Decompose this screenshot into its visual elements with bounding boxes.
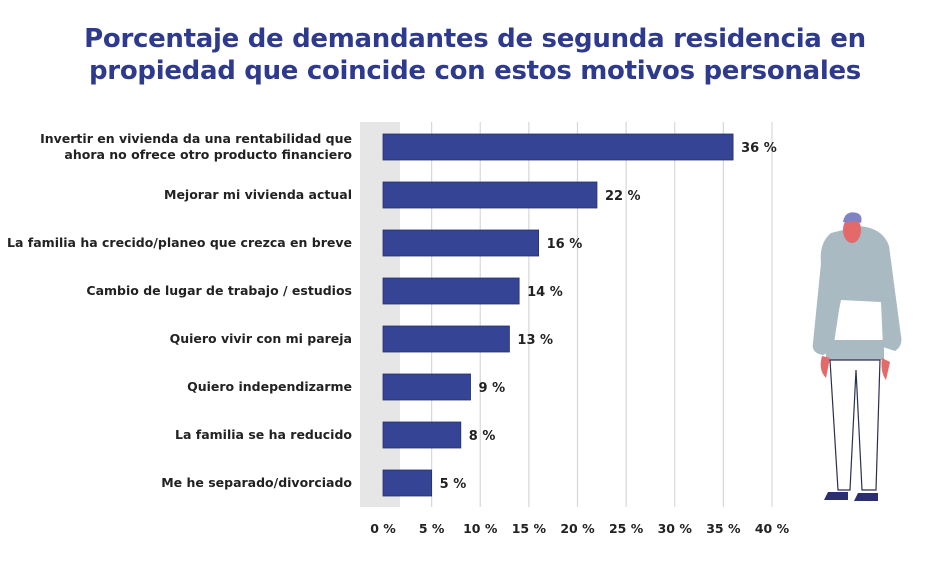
axis-band	[360, 122, 400, 507]
x-tick-label: 35 %	[706, 521, 741, 536]
bar	[382, 181, 598, 209]
category-label: Me he separado/divorciado	[161, 475, 352, 490]
category-label: Mejorar mi vivienda actual	[164, 187, 352, 202]
bar	[382, 469, 433, 497]
bar	[382, 421, 462, 449]
value-label: 9 %	[479, 381, 506, 396]
category-label: La familia ha crecido/planeo que crezca …	[7, 235, 352, 250]
category-label: Quiero vivir con mi pareja	[170, 331, 352, 346]
value-label: 13 %	[517, 333, 553, 348]
x-tick-label: 20 %	[560, 521, 595, 536]
x-tick-label: 30 %	[658, 521, 693, 536]
category-label: Invertir en vivienda da una rentabilidad…	[40, 131, 352, 146]
category-label: Cambio de lugar de trabajo / estudios	[86, 283, 352, 298]
value-label: 5 %	[440, 477, 467, 492]
chart-title-line-2: propiedad que coincide con estos motivos…	[89, 56, 861, 86]
x-tick-label: 25 %	[609, 521, 644, 536]
x-tick-label: 5 %	[419, 521, 445, 536]
category-label: La familia se ha reducido	[175, 427, 352, 442]
person-illustration	[812, 212, 902, 501]
bar	[382, 325, 510, 353]
bar	[382, 133, 734, 161]
x-tick-label: 15 %	[512, 521, 547, 536]
x-tick-label: 10 %	[463, 521, 498, 536]
category-label: Quiero independizarme	[187, 379, 352, 394]
chart-title-line-1: Porcentaje de demandantes de segunda res…	[84, 24, 866, 54]
bar	[382, 277, 520, 305]
category-label: ahora no ofrece otro producto financiero	[64, 147, 352, 162]
value-label: 22 %	[605, 189, 641, 204]
value-label: 14 %	[527, 285, 563, 300]
bar	[382, 229, 540, 257]
value-label: 36 %	[741, 141, 777, 156]
bar	[382, 373, 471, 401]
x-tick-label: 0 %	[370, 521, 396, 536]
x-tick-label: 40 %	[755, 521, 790, 536]
value-label: 16 %	[547, 237, 583, 252]
value-label: 8 %	[469, 429, 496, 444]
